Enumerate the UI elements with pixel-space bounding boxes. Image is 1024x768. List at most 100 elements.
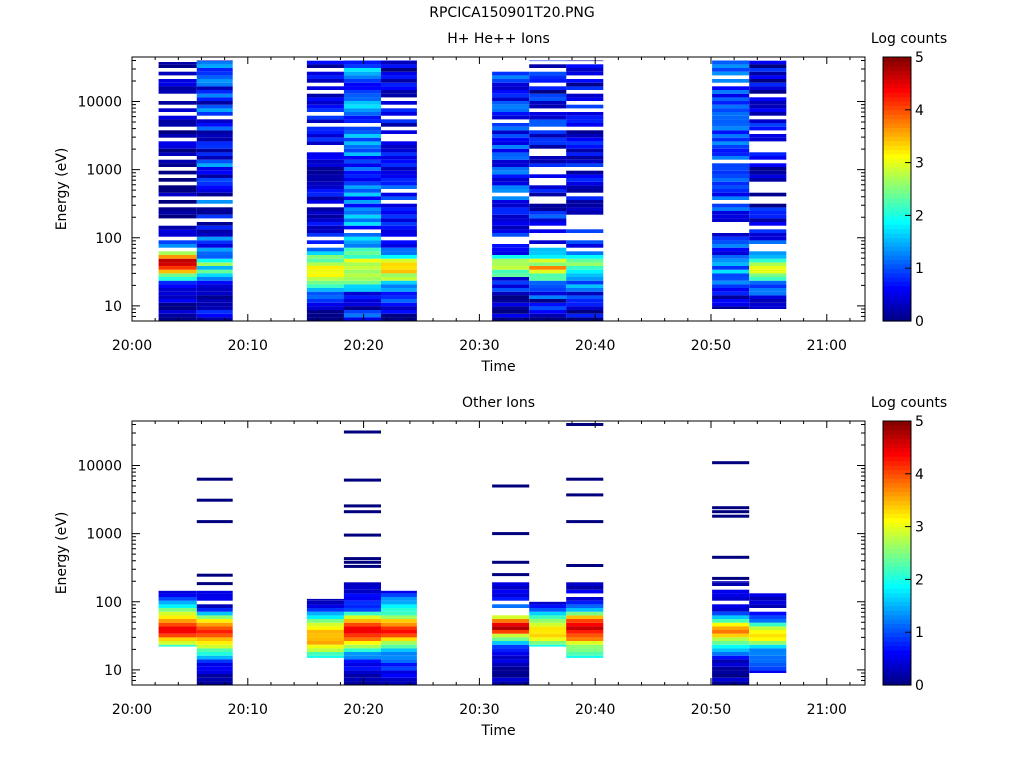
heatmap-cell [749,255,787,259]
heatmap-cell [343,167,381,171]
heatmap-cell [712,644,750,649]
y-tick-label: 100 [95,231,122,247]
heatmap-cell [529,189,567,193]
colorbar-segment [883,663,911,668]
colorbar-segment [883,649,911,655]
heatmap-cell [492,196,530,200]
heatmap-cell [712,615,750,619]
heatmap-cell [712,178,750,182]
colorbar-segment [883,233,911,238]
heatmap-cell [381,626,417,630]
heatmap-cell [381,280,417,285]
heatmap-cell [712,185,750,189]
heatmap-cell [492,573,530,577]
heatmap-cell [343,564,381,568]
heatmap-cell [306,119,344,123]
heatmap-cell [566,280,604,285]
heatmap-cell [381,262,417,266]
heatmap-cell [566,104,604,109]
colorbar-segment [883,167,911,172]
heatmap-cell [381,291,417,296]
heatmap-cell [381,112,417,116]
heatmap-cell [492,207,530,211]
heatmap-cell [529,207,567,211]
heatmap-cell [306,185,344,189]
heatmap-cell [566,203,604,208]
heatmap-cell [196,630,233,634]
heatmap-cell [381,273,417,277]
heatmap-cell [712,670,750,674]
heatmap-cell [196,170,233,175]
heatmap-cell [158,192,197,197]
page-title: RPCICA150901T20.PNG [429,5,595,21]
heatmap-cell [306,159,344,164]
heatmap-cell [381,663,417,667]
heatmap-cell [566,163,604,167]
colorbar-segment [883,118,911,124]
colorbar-segment [883,316,911,322]
heatmap-cell [343,637,381,641]
y-tick-label: 10 [104,663,122,679]
heatmap-cell [381,82,417,87]
colorbar-tick-label: 2 [915,572,924,588]
heatmap-cell [749,75,787,79]
heatmap-cell [712,189,750,193]
heatmap-cell [749,626,787,630]
colorbar-frame [882,56,912,322]
colorbar-label: Log counts [871,31,947,47]
plot-frame [131,420,866,686]
heatmap-cell [306,233,344,237]
heatmap-cell [381,240,417,244]
heatmap-cell [566,477,604,481]
heatmap-cell [306,130,344,134]
heatmap-cell [712,461,750,465]
heatmap-cell [749,655,787,660]
heatmap-cell [196,71,233,76]
y-axis-label: Energy (eV) [54,512,70,595]
heatmap-cell [196,137,233,142]
heatmap-cell [712,244,750,248]
colorbar-segment [883,465,911,470]
heatmap-cell [712,582,750,586]
heatmap-cell [712,641,750,645]
heatmap-cell [196,119,233,123]
heatmap-cell [566,86,604,90]
heatmap-cell [529,310,567,314]
heatmap-cell [749,126,787,131]
heatmap-cell [158,608,197,612]
heatmap-cell [712,60,750,62]
heatmap-cell [712,626,750,630]
heatmap-cell [492,633,530,638]
heatmap-cell [381,192,417,197]
heatmap-cell [749,240,787,244]
heatmap-cell [566,82,604,87]
heatmap-cell [306,655,344,658]
heatmap-cell [749,112,787,116]
heatmap-cell [381,181,417,186]
heatmap-cell [381,75,417,79]
heatmap-cell [343,101,381,105]
heatmap-cell [492,163,530,167]
heatmap-cell [306,207,344,211]
colorbar-tick-label: 1 [915,261,924,277]
heatmap-cell [158,123,197,127]
heatmap-cell [158,266,197,270]
colorbar-segment [883,109,911,115]
colorbar-segment [883,219,911,225]
heatmap-cell [749,644,787,649]
heatmap-cell [712,145,750,149]
heatmap-cell [712,681,750,685]
heatmap-cell [566,174,604,178]
heatmap-cell [712,506,750,510]
heatmap-cell [306,619,344,623]
colorbar-segment [883,627,911,633]
heatmap-cell [529,115,567,120]
heatmap-cell [158,615,197,619]
heatmap-cell [343,71,381,76]
heatmap-cell [529,156,567,160]
heatmap-cell [492,586,530,590]
heatmap-cell [566,159,604,164]
heatmap-cell [381,178,417,182]
heatmap-cell [381,141,417,145]
heatmap-cell [492,637,530,641]
